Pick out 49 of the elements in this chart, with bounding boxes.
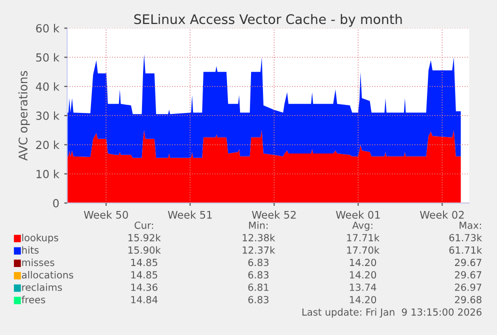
text: 29.68 bbox=[454, 296, 482, 304]
y-tick-label: 10 k bbox=[36, 170, 60, 178]
y-tick-label: 60 k bbox=[36, 24, 60, 33]
text: 6.83 bbox=[248, 258, 268, 266]
text: Max: bbox=[460, 222, 481, 229]
text: 6.83 bbox=[248, 271, 268, 279]
text: Last update: Fri Jan 9 13:15:00 2026 bbox=[302, 308, 482, 318]
text: 26.97 bbox=[454, 284, 482, 291]
legend-label: misses bbox=[22, 258, 54, 266]
text: 12.38k bbox=[242, 234, 276, 242]
y-tick-label: 40 k bbox=[36, 82, 60, 91]
text: 14.20 bbox=[350, 258, 376, 266]
legend-label: reclaims bbox=[22, 283, 62, 291]
x-tick-label: Week 50 bbox=[84, 210, 128, 219]
legend-label: lookups bbox=[22, 234, 58, 244]
text: 14.85 bbox=[131, 271, 158, 279]
y-tick-label: 0 bbox=[53, 198, 59, 208]
x-tick-label: Week 51 bbox=[168, 210, 212, 219]
text: 17.71k bbox=[347, 234, 380, 242]
y-axis-title: AVC operations bbox=[18, 71, 30, 161]
legend-label: hits bbox=[22, 246, 39, 254]
text: 29.67 bbox=[454, 258, 482, 266]
text: 14.84 bbox=[131, 296, 158, 304]
y-tick-label: 30 k bbox=[36, 111, 60, 120]
x-tick-label: Week 52 bbox=[252, 210, 296, 219]
text: 13.74 bbox=[350, 284, 376, 291]
text: 15.90k bbox=[128, 246, 161, 254]
chart-title: SELinux Access Vector Cache - by month bbox=[134, 14, 402, 27]
text: 61.71k bbox=[449, 246, 482, 254]
text: Cur: bbox=[134, 222, 154, 229]
text: 6.81 bbox=[248, 284, 268, 291]
y-tick-label: 20 k bbox=[36, 140, 60, 150]
x-tick-label: Week 01 bbox=[336, 210, 380, 219]
text: 14.20 bbox=[350, 271, 376, 279]
text: 14.20 bbox=[350, 296, 376, 304]
text: 14.85 bbox=[131, 258, 158, 266]
text: 14.36 bbox=[131, 284, 158, 291]
text: 15.92k bbox=[128, 234, 161, 242]
text: 17.70k bbox=[347, 246, 380, 254]
text: Min: bbox=[249, 221, 268, 229]
text: 6.83 bbox=[248, 296, 268, 304]
y-tick-label: 50 k bbox=[36, 53, 60, 62]
text: 29.67 bbox=[454, 271, 482, 279]
text: 61.73k bbox=[449, 234, 482, 242]
legend-label: allocations bbox=[22, 271, 74, 279]
legend-label: frees bbox=[22, 296, 46, 304]
text: 12.37k bbox=[242, 246, 276, 254]
text: Avg: bbox=[352, 222, 372, 231]
x-tick-label: Week 02 bbox=[420, 210, 464, 219]
